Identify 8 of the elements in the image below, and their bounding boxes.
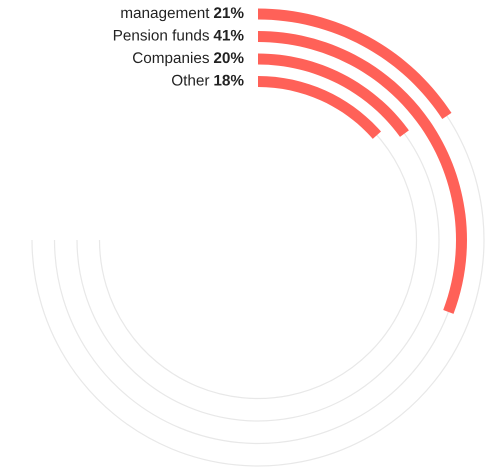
category-label: Other (172, 74, 210, 86)
data-label: 18% (214, 74, 244, 86)
data-label: 20% (214, 52, 244, 64)
data-label: 41% (214, 30, 244, 41)
category-label: management (121, 8, 210, 22)
category-label: Companies (133, 52, 209, 66)
category-label: Pension funds (114, 29, 209, 41)
data-label: 21% (214, 7, 244, 18)
